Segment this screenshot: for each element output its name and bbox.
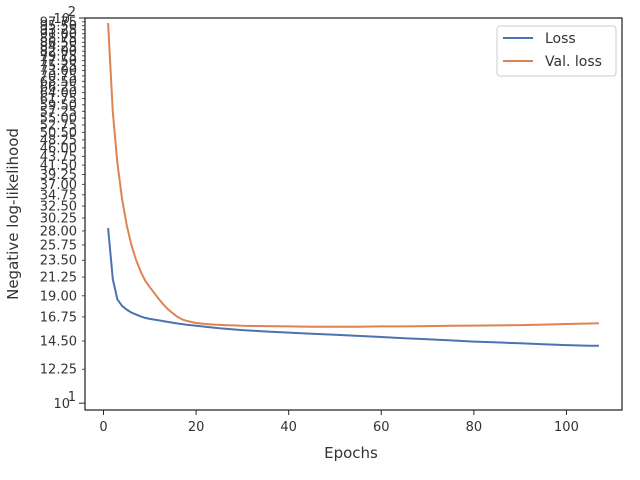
y-minor-tick-label: 25.75 (40, 238, 77, 253)
y-minor-tick-label: 84.25 (40, 40, 77, 55)
y-minor-tick-label: 97.75 (40, 15, 77, 30)
series-layer (107, 23, 599, 347)
x-tick-label: 60 (373, 420, 390, 435)
y-minor-tick-label: 46.00 (40, 141, 77, 156)
y-minor-tick-label: 55.00 (40, 112, 77, 127)
x-tick-label: 20 (188, 420, 205, 435)
series-line-val-loss (107, 23, 599, 328)
y-major-tick-exponent: 2 (68, 5, 76, 20)
y-minor-tick-label: 77.50 (40, 54, 77, 69)
y-minor-tick-label: 43.75 (40, 150, 77, 165)
y-minor-tick-label: 12.25 (40, 363, 77, 378)
y-minor-tick-label: 75.25 (40, 59, 77, 74)
y-minor-tick-label: 79.75 (40, 49, 77, 64)
y-minor-tick-label: 73.00 (40, 64, 77, 79)
y-minor-tick-label: 16.75 (40, 310, 77, 325)
x-axis-ticks: 0 20 40 60 80 100 (99, 410, 579, 435)
y-minor-tick-label: 41.50 (40, 159, 77, 174)
y-major-tick-label: 10 (53, 397, 70, 412)
y-minor-tick-label: 32.50 (40, 200, 77, 215)
y-minor-tick-label: 82.00 (40, 45, 77, 60)
y-minor-tick-label: 68.50 (40, 75, 77, 90)
y-minor-tick-label: 28.00 (40, 224, 77, 239)
x-tick-label: 80 (466, 420, 483, 435)
y-minor-tick-label: 52.75 (40, 118, 77, 133)
y-minor-tick-label: 93.25 (40, 23, 77, 38)
series-line-loss (107, 227, 599, 347)
y-minor-tick-label: 61.75 (40, 92, 77, 107)
y-minor-tick-label: 66.25 (40, 80, 77, 95)
y-major-tick-exponent: 1 (68, 390, 76, 405)
y-minor-tick-label: 57.25 (40, 105, 77, 120)
plot-frame (84, 17, 623, 411)
x-axis-title: Epochs (324, 444, 378, 462)
y-axis-title: Negative log-likelihood (4, 128, 22, 300)
y-minor-tick-label: 88.75 (40, 31, 77, 46)
legend: Loss Val. loss (496, 25, 617, 77)
y-minor-tick-label: 91.00 (40, 27, 77, 42)
x-tick-label: 100 (554, 420, 579, 435)
y-minor-tick-label: 95.50 (40, 19, 77, 34)
y-minor-tick-label: 48.25 (40, 133, 77, 148)
x-tick-label: 40 (280, 420, 297, 435)
y-major-tick-label: 10 (53, 12, 70, 27)
y-minor-tick-label: 39.25 (40, 168, 77, 183)
y-minor-tick-label: 59.50 (40, 98, 77, 113)
x-tick-label: 0 (99, 420, 107, 435)
y-minor-tick-label: 30.25 (40, 212, 77, 227)
y-axis-ticks: 12.25 14.50 16.75 19.00 21.25 23.5025.7528.00… (40, 5, 85, 412)
plot-background (85, 18, 622, 410)
y-minor-tick-label: 19.00 (40, 289, 77, 304)
y-minor-tick-label: 70.75 (40, 69, 77, 84)
legend-label-loss: Loss (545, 31, 576, 47)
y-minor-tick-label: 64.00 (40, 86, 77, 101)
y-minor-tick-label: 14.50 (40, 335, 77, 350)
legend-label-val-loss: Val. loss (545, 54, 602, 70)
y-minor-tick-label: 23.50 (40, 254, 77, 269)
y-minor-tick-label: 37.00 (40, 178, 77, 193)
y-minor-tick-label: 86.50 (40, 36, 77, 51)
y-minor-tick-label: 50.50 (40, 126, 77, 141)
y-minor-tick-label: 21.25 (40, 271, 77, 286)
y-minor-tick-label: 34.75 (40, 188, 77, 203)
